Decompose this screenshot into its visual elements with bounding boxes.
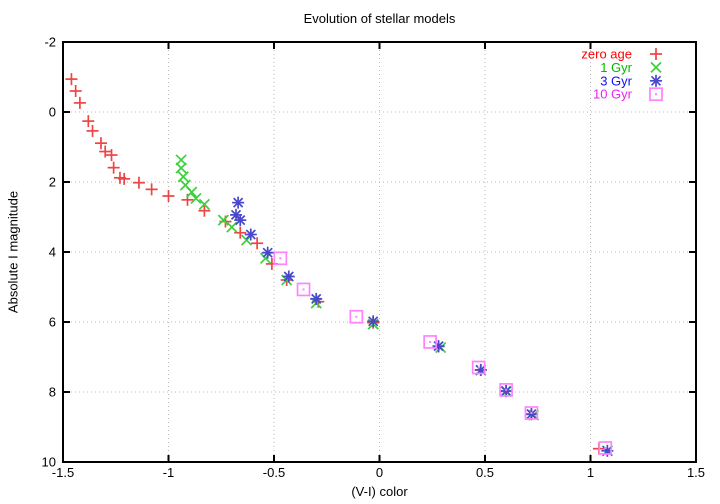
svg-text:6: 6	[49, 315, 56, 330]
legend-label-1-gyr: 1 Gyr	[600, 60, 632, 75]
svg-text:-1.5: -1.5	[52, 465, 74, 480]
legend-entry-zero-age: zero age	[581, 47, 662, 62]
axes	[62, 41, 697, 463]
series-10-gyr	[273, 251, 613, 455]
svg-text:0: 0	[49, 105, 56, 120]
legend-entry-10-gyr: 10 Gyr	[593, 87, 663, 102]
svg-text:8: 8	[49, 385, 56, 400]
legend-entry-1-gyr: 1 Gyr	[600, 60, 662, 75]
legend-marker-1-gyr-icon	[650, 61, 662, 74]
svg-text:-2: -2	[44, 35, 56, 50]
legend-label-3-gyr: 3 Gyr	[600, 73, 632, 88]
chart-title: Evolution of stellar models	[303, 11, 456, 26]
y-axis-label: Absolute I magnitude	[5, 190, 21, 314]
legend-label-zero-age: zero age	[581, 47, 632, 62]
svg-text:0: 0	[376, 465, 383, 480]
series-zero-age	[65, 73, 605, 455]
svg-text:10: 10	[42, 455, 56, 470]
legend-marker-10-gyr-icon	[649, 87, 663, 102]
tick-labels: -1.5 -1 -0.5 0 0.5 1 1.5 -2 0 2 4 6 8 10	[42, 35, 706, 481]
svg-text:1.5: 1.5	[687, 465, 705, 480]
legend-label-10-gyr: 10 Gyr	[593, 87, 633, 102]
legend-entry-3-gyr: 3 Gyr	[600, 73, 662, 88]
svg-text:4: 4	[49, 245, 56, 260]
legend-marker-zero-age-icon	[650, 48, 662, 60]
series-3-gyr	[230, 196, 614, 457]
legend-marker-3-gyr-icon	[650, 74, 662, 87]
grid-lines	[62, 41, 697, 463]
svg-text:1: 1	[587, 465, 594, 480]
svg-text:0.5: 0.5	[476, 465, 494, 480]
svg-text:-1: -1	[163, 465, 175, 480]
x-axis-label: (V-I) color	[351, 484, 408, 499]
svg-text:2: 2	[49, 175, 56, 190]
svg-text:-0.5: -0.5	[263, 465, 285, 480]
